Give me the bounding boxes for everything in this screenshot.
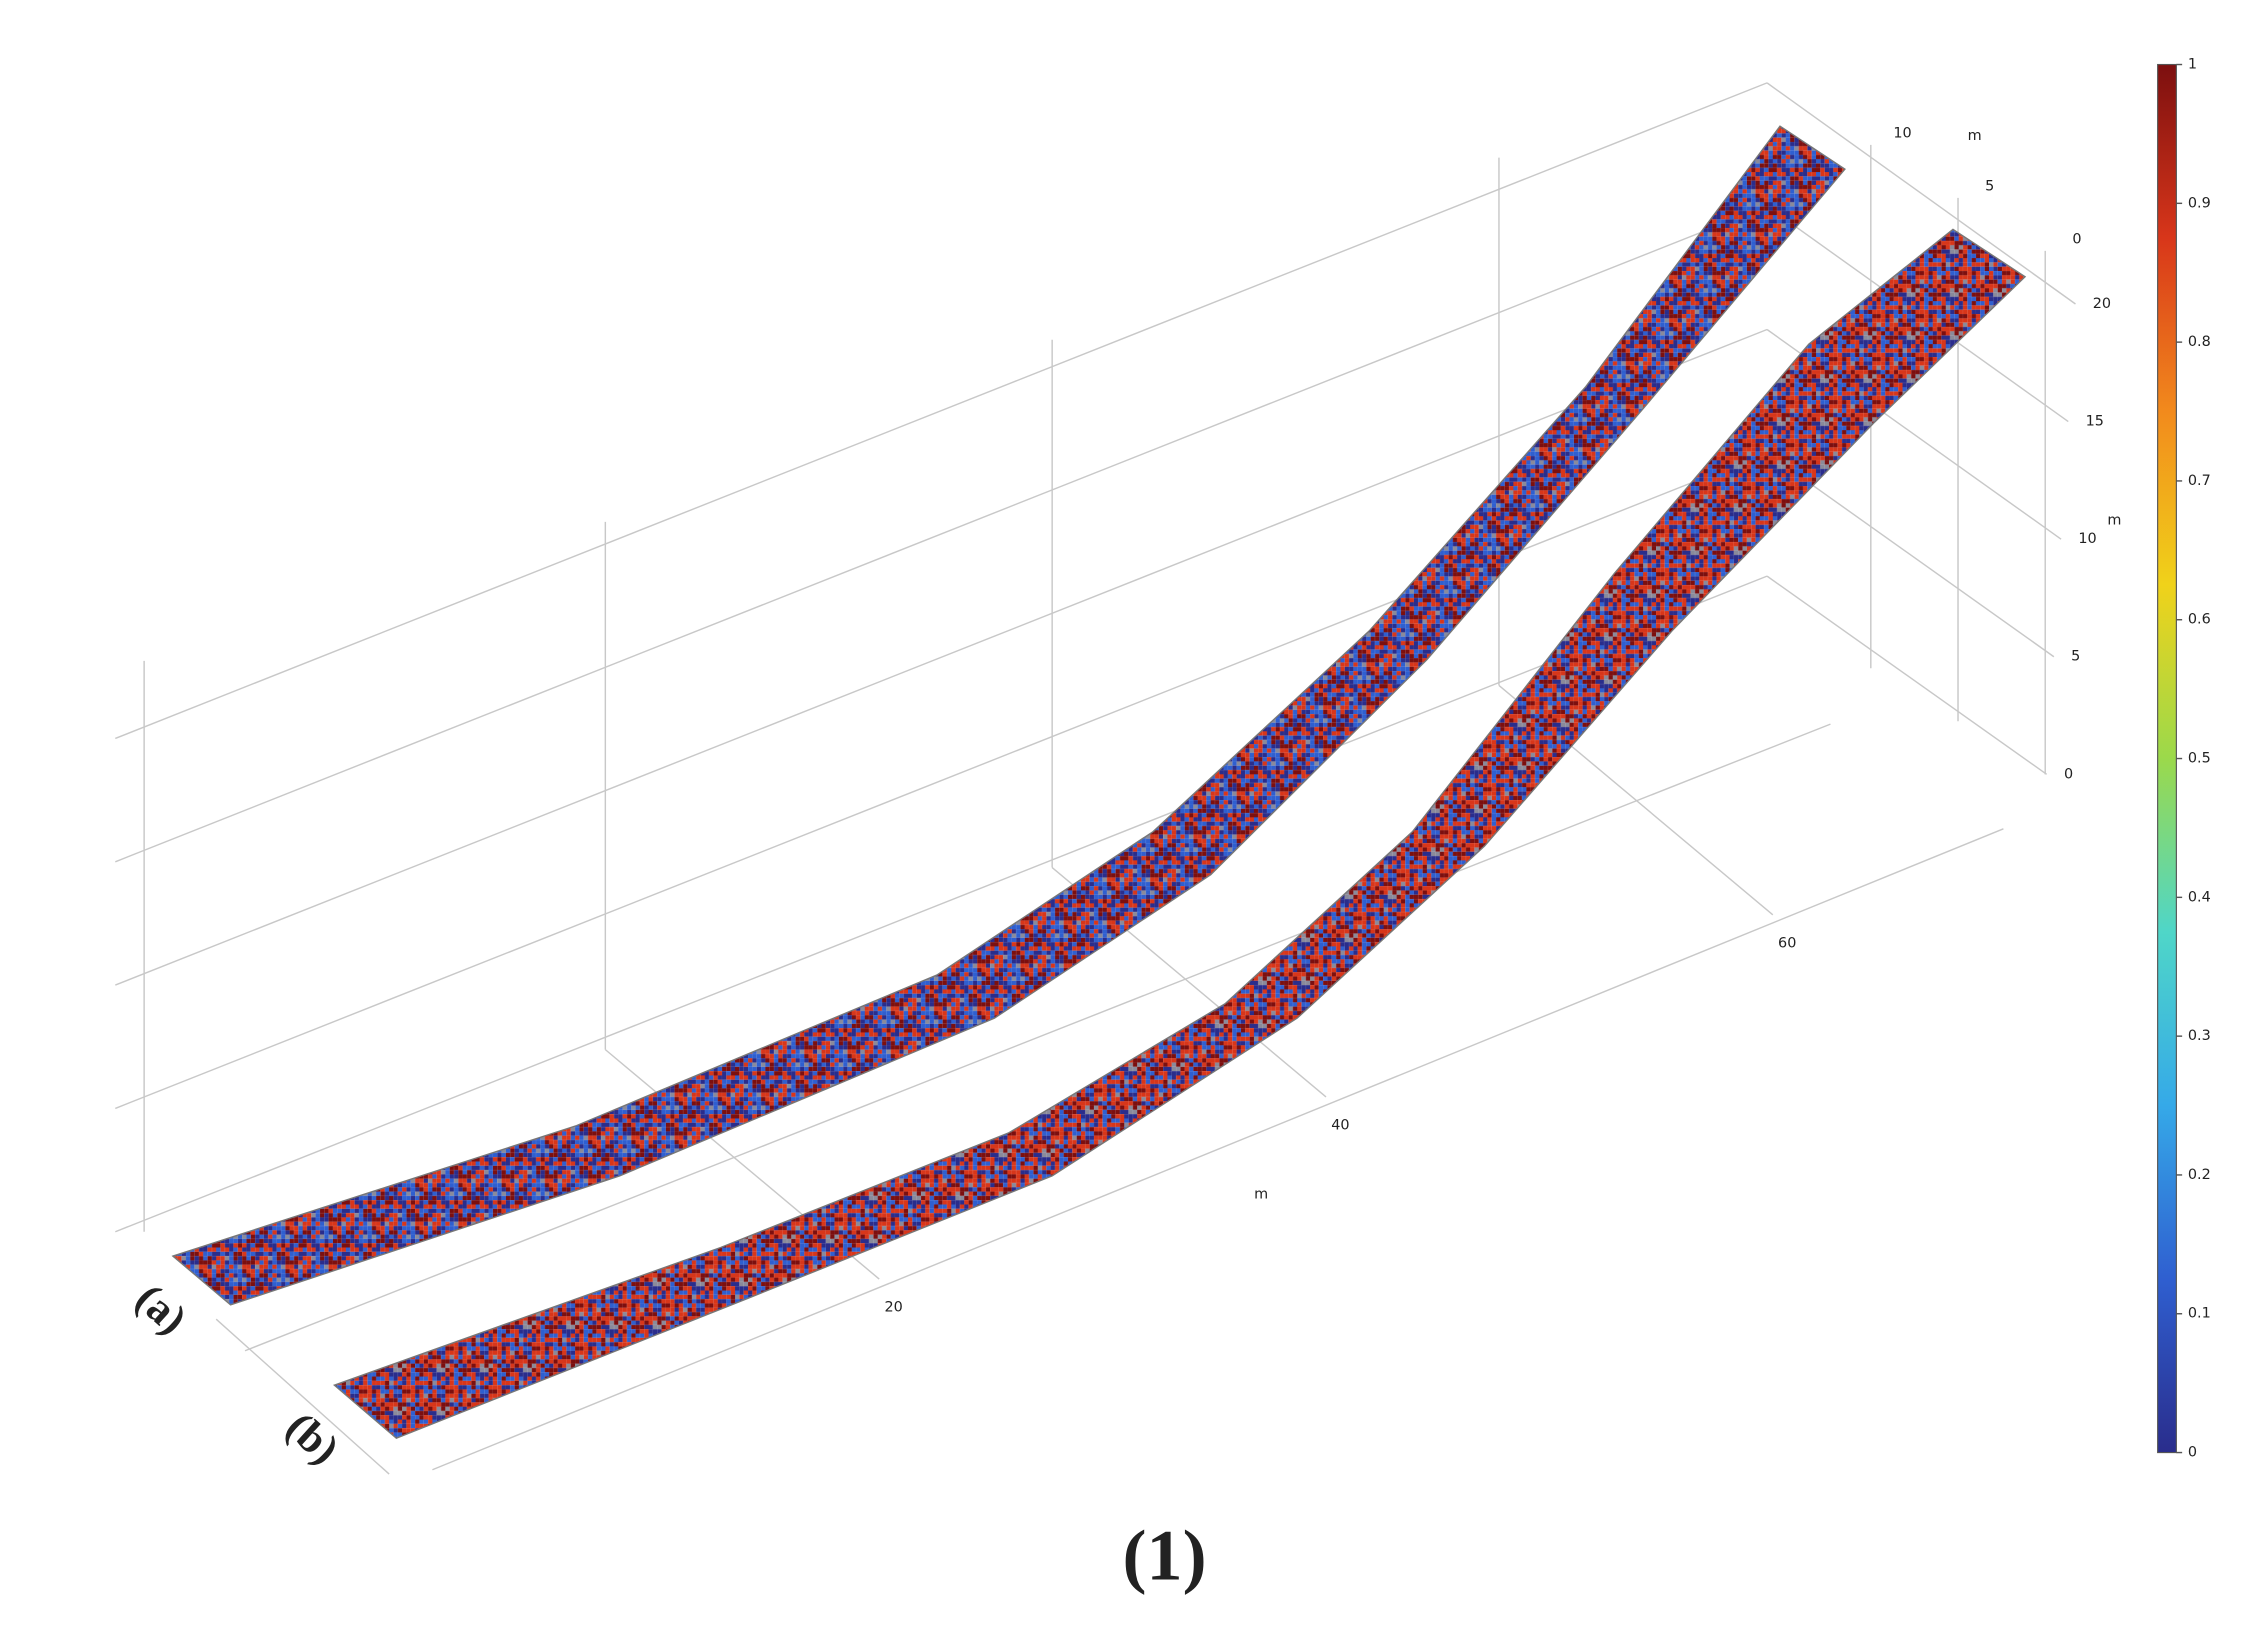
y-tick-label: 5 [1985,178,1994,194]
z-axis-unit: m [2107,513,2121,529]
z-tick-label: 5 [2071,649,2080,665]
colorbar-tick-label: 0.6 [2188,612,2211,628]
colorbar-tick-label: 0.7 [2188,473,2211,489]
colorbar-tick-label: 0.3 [2188,1028,2211,1044]
colorbar-tick-label: 0.9 [2188,195,2211,211]
axis-line [432,828,2004,1471]
grid [115,82,2076,1475]
grid-line [115,205,1768,863]
colorbar-tick-label: 0 [2188,1445,2197,1461]
strip-b [332,228,2027,1440]
z-tick-label: 20 [2093,296,2111,312]
colorbar-tick-label: 0.5 [2188,751,2211,767]
grid-line [115,575,1768,1233]
colorbar-tick-label: 0.1 [2188,1306,2211,1322]
x-tick-label: 20 [884,1300,902,1316]
grid-line [1766,575,2048,775]
z-tick-label: 15 [2086,414,2104,430]
axis-line [244,723,1831,1352]
caption: (1) [1123,1516,1207,1596]
z-tick-label: 10 [2078,531,2096,547]
grid-line [1766,452,2055,658]
colorbar-tick-label: 1 [2188,57,2197,73]
strip-a [171,125,1846,1306]
strips [171,125,2027,1440]
grid-line [115,82,1768,740]
y-axis-unit: m [1968,128,1982,144]
colorbar-tick-label: 0.2 [2188,1167,2211,1183]
colorbar-tick-label: 0.8 [2188,334,2211,350]
x-tick-label: 40 [1331,1118,1349,1134]
z-tick-label: 0 [2064,766,2073,782]
colorbar-tick-label: 0.4 [2188,889,2211,905]
panel-label: (a) [126,1275,195,1343]
y-tick-label: 0 [2072,231,2081,247]
x-axis-unit: m [1254,1186,1268,1202]
colorbar [2157,63,2177,1454]
y-tick-label: 10 [1893,125,1911,141]
panel-label: (b) [277,1403,348,1473]
axis-line [215,1318,390,1475]
x-tick-label: 60 [1778,936,1796,952]
grid-line [115,328,1768,986]
grid-line [1766,82,2076,305]
